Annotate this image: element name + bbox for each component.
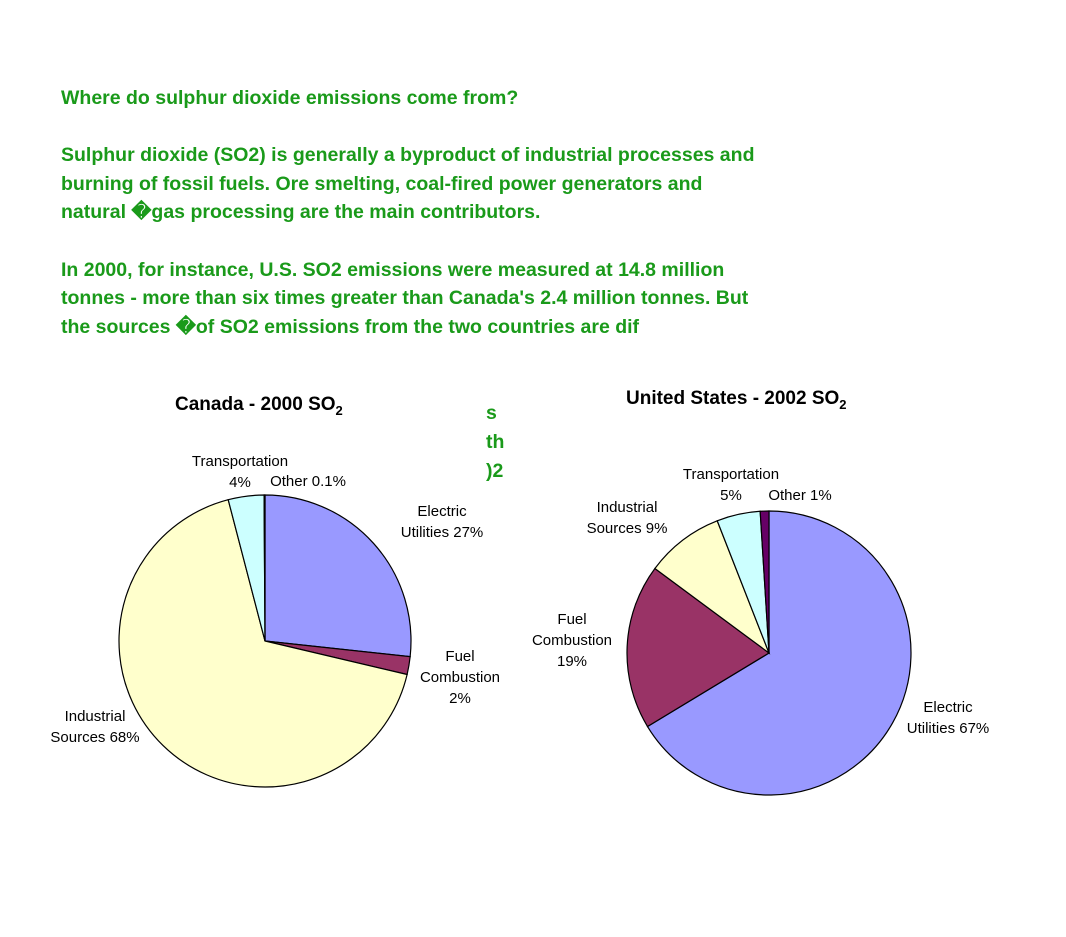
paragraph-comparison: In 2000, for instance, U.S. SO2 emission… [61, 258, 749, 338]
slice-label-fuel-combustion: Fuel Combustion 19% [532, 611, 612, 670]
pie-slice-electric-utilities [264, 494, 412, 658]
slice-label-electric-utilities: Electric Utilities 27% [401, 503, 484, 541]
slice-label-other: Other 1% [768, 487, 831, 504]
pie-slice-fuel-combustion [626, 567, 771, 728]
slice-label-industrial-sources: Industrial Sources 68% [50, 708, 139, 746]
pie-slice-electric-utilities [646, 510, 912, 796]
overlapped-text-fragment: )2 [486, 460, 504, 482]
canada-pie-chart: Canada - 2000 SO2 Electric Utilities 27% Fu… [50, 394, 500, 788]
slide-text-block: Where do sulphur dioxide emissions come … [61, 84, 761, 382]
slice-label-transportation: Transportation 4% [192, 453, 288, 491]
slice-label-fuel-combustion: Fuel Combustion 2% [420, 648, 500, 707]
heading: Where do sulphur dioxide emissions come … [61, 87, 519, 109]
pie-slice-other [759, 510, 770, 654]
slice-label-industrial-sources: Industrial Sources 9% [587, 499, 668, 537]
pie-slice-industrial-sources [654, 520, 771, 655]
paragraph-sources: Sulphur dioxide (SO2) is generally a byp… [61, 144, 755, 224]
slice-label-other: Other 0.1% [270, 473, 346, 490]
pie-slice-other [263, 494, 266, 642]
slice-label-electric-utilities: Electric Utilities 67% [907, 699, 990, 737]
overlapped-text-fragment: th [486, 431, 505, 453]
chart-title: Canada - 2000 SO2 [175, 394, 343, 418]
chart-title: United States - 2002 SO2 [626, 388, 847, 412]
pie-slice-industrial-sources [118, 498, 408, 788]
overlapped-text-fragment: s [486, 402, 497, 424]
us-pie-chart: United States - 2002 SO2 Electric Utilitie… [532, 388, 990, 796]
slice-label-transportation: Transportation 5% [683, 466, 779, 504]
